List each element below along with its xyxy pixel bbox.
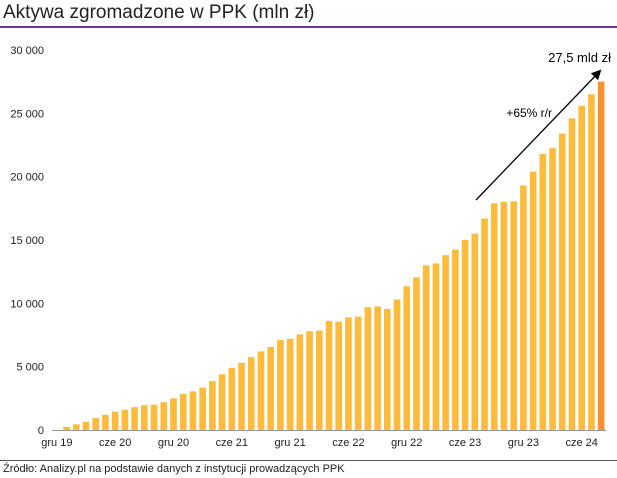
trend-arrow bbox=[475, 69, 602, 201]
bar bbox=[92, 417, 100, 430]
bar bbox=[82, 421, 90, 430]
bar bbox=[452, 249, 459, 430]
bar bbox=[131, 407, 138, 430]
bar bbox=[354, 316, 362, 430]
x-tick-label: cze 20 bbox=[99, 437, 131, 449]
bar bbox=[160, 402, 168, 430]
bar bbox=[588, 94, 595, 430]
bar bbox=[189, 391, 197, 430]
bar bbox=[529, 171, 537, 430]
bar bbox=[111, 411, 119, 430]
bars bbox=[63, 81, 605, 431]
y-tick-label: 10 000 bbox=[10, 298, 44, 310]
y-tick-label: 30 000 bbox=[10, 45, 44, 57]
bar bbox=[325, 321, 333, 430]
x-tick-label: cze 21 bbox=[216, 437, 248, 449]
bar bbox=[510, 201, 517, 430]
bar bbox=[403, 286, 411, 430]
bar bbox=[247, 357, 255, 430]
x-tick-label: gru 23 bbox=[508, 437, 539, 449]
bar bbox=[257, 351, 265, 430]
bar bbox=[345, 317, 352, 430]
x-tick-label: gru 20 bbox=[158, 437, 189, 449]
x-tick-label: gru 22 bbox=[391, 437, 422, 449]
bar bbox=[471, 233, 479, 430]
x-tick-label: cze 22 bbox=[332, 437, 364, 449]
source-note: Źródło: Analizy.pl na podstawie danych z… bbox=[3, 463, 345, 475]
bar bbox=[296, 334, 304, 430]
bar bbox=[277, 340, 284, 430]
annotation-total: 27,5 mld zł bbox=[548, 50, 611, 65]
bar bbox=[170, 398, 177, 430]
x-tick-label: cze 24 bbox=[565, 437, 597, 449]
bar bbox=[150, 404, 158, 430]
bar bbox=[549, 148, 556, 431]
chart-title: Aktywa zgromadzone w PPK (mln zł) bbox=[3, 2, 315, 23]
bar bbox=[72, 424, 80, 430]
bar bbox=[558, 133, 566, 430]
bar bbox=[179, 393, 187, 430]
bar bbox=[597, 81, 605, 431]
y-axis: 0 5 000 10 000 15 000 20 000 25 000 30 000 bbox=[10, 45, 44, 437]
x-tick-label: gru 19 bbox=[41, 437, 72, 449]
bar bbox=[102, 414, 109, 430]
bar bbox=[393, 299, 401, 430]
bar bbox=[578, 105, 586, 430]
source-divider bbox=[0, 460, 617, 461]
x-tick-label: gru 21 bbox=[275, 437, 306, 449]
bar bbox=[500, 202, 508, 430]
y-tick-label: 25 000 bbox=[10, 108, 44, 120]
bar bbox=[63, 426, 70, 430]
bar bbox=[238, 362, 245, 430]
bar bbox=[286, 338, 294, 430]
bar bbox=[520, 185, 527, 430]
y-tick-label: 5 000 bbox=[16, 362, 44, 374]
bar bbox=[461, 240, 469, 430]
bar bbox=[384, 309, 391, 430]
bar bbox=[306, 331, 313, 430]
bar bbox=[422, 265, 430, 430]
bar bbox=[568, 118, 576, 431]
bar bbox=[413, 277, 420, 430]
bar bbox=[121, 409, 129, 430]
x-tick-label: cze 23 bbox=[449, 437, 481, 449]
bar bbox=[335, 321, 343, 430]
y-tick-label: 15 000 bbox=[10, 235, 44, 247]
bar-chart: 0 5 000 10 000 15 000 20 000 25 000 30 000 gru… bbox=[10, 45, 611, 449]
bar bbox=[209, 381, 216, 430]
bar bbox=[218, 374, 226, 430]
bar bbox=[364, 307, 372, 430]
x-axis: gru 19 cze 20 gru 20 cze 21 gru 21 cze 22 gru … bbox=[41, 430, 606, 449]
bar bbox=[432, 263, 440, 430]
bar bbox=[315, 330, 323, 430]
bar bbox=[267, 347, 274, 430]
bar bbox=[442, 255, 449, 430]
annotation-growth: +65% r/r bbox=[506, 106, 552, 120]
bar bbox=[199, 387, 206, 430]
bar bbox=[228, 367, 236, 430]
bar bbox=[490, 203, 498, 430]
bar bbox=[374, 306, 381, 430]
bar bbox=[539, 153, 547, 430]
title-underline bbox=[0, 26, 617, 28]
y-tick-label: 0 bbox=[38, 425, 44, 437]
y-tick-label: 20 000 bbox=[10, 172, 44, 184]
bar bbox=[141, 405, 148, 430]
bar bbox=[481, 218, 488, 430]
